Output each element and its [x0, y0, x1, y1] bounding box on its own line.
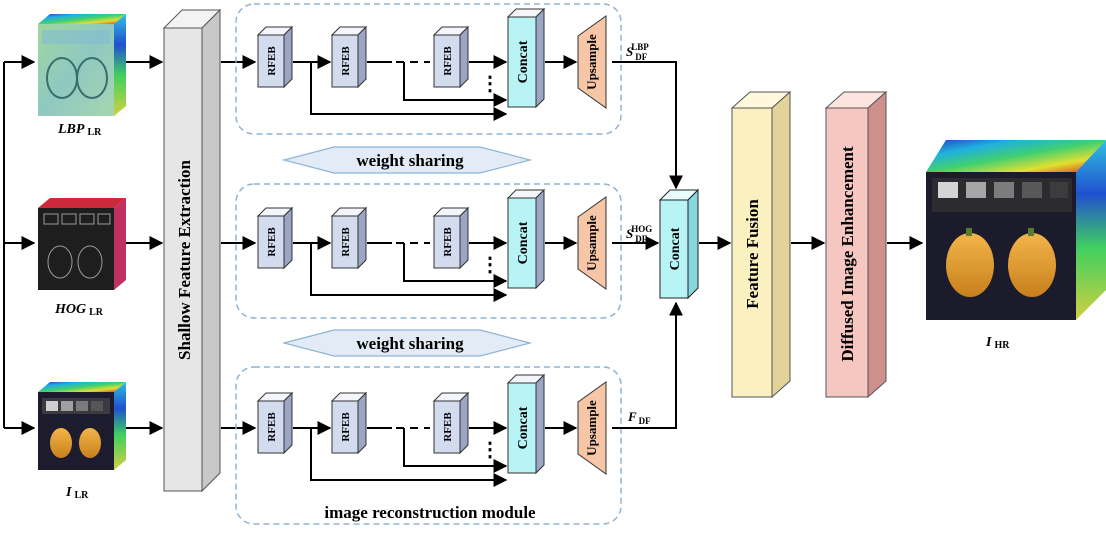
concat-hog-label: Concat	[516, 221, 531, 264]
rfeb-lbp-3-label: RFEB	[442, 46, 454, 76]
central-concat-label: Concat	[668, 227, 683, 270]
rfeb-hog-3: RFEB	[432, 206, 470, 270]
hr-output-image	[926, 140, 1106, 320]
branch-img: RFEB RFEB RFEB Concat Upsample ⋮	[235, 366, 622, 525]
rfeb-img-1: RFEB	[256, 391, 294, 455]
upsample-img-label: Upsample	[584, 400, 599, 456]
shallow-feature-label: Shallow Feature Extraction	[175, 160, 194, 360]
rfeb-lbp-2: RFEB	[330, 25, 368, 89]
concat-lbp-label: Concat	[516, 40, 531, 83]
weight-sharing-label-top: weight sharing	[356, 151, 464, 170]
rfeb-hog-1-label: RFEB	[266, 227, 278, 257]
branch-lbp: RFEB RFEB RFEB Concat Upsample ⋮	[235, 3, 622, 135]
rfeb-lbp-2-label: RFEB	[340, 46, 352, 76]
branches: RFEB RFEB RFEB Concat Upsample ⋮ RFEB RFEB RFEB C…	[235, 3, 622, 525]
branch-hog-frame	[235, 183, 622, 319]
branch-lbp-frame	[235, 3, 622, 135]
rfeb-img-3-label: RFEB	[442, 412, 454, 442]
dots-hog: ⋮	[480, 254, 500, 276]
hog-input-image	[38, 198, 126, 290]
lbp-input-label: LBP LR	[57, 122, 102, 138]
weight-sharing-top: weight sharing	[281, 146, 533, 174]
dots-img: ⋮	[480, 439, 500, 461]
input-wires	[3, 55, 164, 435]
branch-img-frame	[235, 366, 622, 525]
central-concat-block: Concat	[658, 188, 700, 300]
lr-input-image	[38, 382, 126, 470]
weight-sharing-bottom: weight sharing	[281, 329, 533, 357]
concat-img: Concat	[506, 373, 546, 475]
rfeb-img-2: RFEB	[330, 391, 368, 455]
branch-to-concat-wires	[612, 61, 683, 429]
branch-hog-wires	[293, 236, 578, 302]
output-label-hog: S DFHOG	[626, 224, 652, 244]
weight-sharing-label-bottom: weight sharing	[356, 334, 464, 353]
rfeb-lbp-1: RFEB	[256, 25, 294, 89]
lr-input-label: I LR	[65, 485, 89, 501]
dots-lbp: ⋮	[480, 73, 500, 95]
concat-img-label: Concat	[516, 406, 531, 449]
diffused-enhancement-label: Diffused Image Enhancement	[838, 146, 857, 362]
feature-fusion-label: Feature Fusion	[743, 199, 762, 309]
output-label-lbp: S DFLBP	[626, 42, 649, 62]
branch-lbp-wires	[293, 55, 578, 121]
rfeb-img-1-label: RFEB	[266, 412, 278, 442]
rfeb-img-3: RFEB	[432, 391, 470, 455]
upsample-hog: Upsample	[577, 196, 607, 290]
diffused-enhancement-block: Diffused Image Enhancement	[824, 90, 888, 399]
branch-hog: RFEB RFEB RFEB Concat Upsample ⋮	[235, 183, 622, 319]
upsample-lbp-label: Upsample	[584, 34, 599, 90]
upsample-lbp: Upsample	[577, 15, 607, 109]
shallow-to-branch-wires	[221, 55, 257, 435]
rfeb-hog-1: RFEB	[256, 206, 294, 270]
concat-hog: Concat	[506, 188, 546, 290]
rfeb-lbp-3: RFEB	[432, 25, 470, 89]
rfeb-hog-3-label: RFEB	[442, 227, 454, 257]
rfeb-hog-2: RFEB	[330, 206, 368, 270]
rfeb-lbp-1-label: RFEB	[266, 46, 278, 76]
shallow-feature-extraction-block: Shallow Feature Extraction	[162, 8, 222, 493]
feature-fusion-block: Feature Fusion	[730, 90, 792, 399]
output-label-img: F DF	[627, 409, 651, 426]
lbp-input-image	[38, 14, 126, 116]
hr-output-label: I HR	[985, 335, 1010, 351]
hog-input-label: HOG LR	[54, 302, 104, 318]
concat-lbp: Concat	[506, 7, 546, 109]
upsample-hog-label: Upsample	[584, 215, 599, 271]
module-label: image reconstruction module	[324, 503, 536, 522]
rfeb-hog-2-label: RFEB	[340, 227, 352, 257]
rfeb-img-2-label: RFEB	[340, 412, 352, 442]
upsample-img: Upsample	[577, 381, 607, 475]
branch-img-wires	[293, 421, 578, 487]
